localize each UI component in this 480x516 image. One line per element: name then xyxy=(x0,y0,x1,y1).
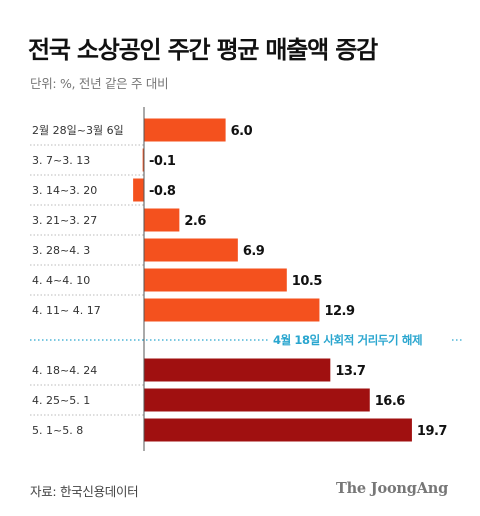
bar xyxy=(144,238,238,262)
bar xyxy=(144,418,412,442)
category-label: 3. 7~3. 13 xyxy=(32,154,90,167)
chart-title: 전국 소상공인 주간 평균 매출액 증감 xyxy=(28,36,378,64)
bar xyxy=(144,268,287,292)
category-label: 3. 21~3. 27 xyxy=(32,214,97,227)
category-label: 3. 14~3. 20 xyxy=(32,184,97,197)
category-label: 4. 11~ 4. 17 xyxy=(32,304,101,317)
value-label: -0.1 xyxy=(149,154,176,169)
value-label: 6.9 xyxy=(243,244,265,259)
value-label: 16.6 xyxy=(375,394,406,409)
category-label: 2월 28일~3월 6일 xyxy=(32,123,124,137)
value-label: 10.5 xyxy=(292,274,323,289)
value-label: -0.8 xyxy=(149,184,176,199)
bar xyxy=(144,298,320,322)
value-label: 19.7 xyxy=(417,424,448,439)
category-label: 3. 28~4. 3 xyxy=(32,244,90,257)
category-label: 5. 1~5. 8 xyxy=(32,424,83,437)
bar xyxy=(144,388,370,412)
bar xyxy=(144,208,180,232)
value-label: 6.0 xyxy=(231,124,253,139)
unit-note: 단위: %, 전년 같은 주 대비 xyxy=(30,76,169,91)
bar xyxy=(144,358,331,382)
category-label: 4. 25~5. 1 xyxy=(32,394,90,407)
value-label: 13.7 xyxy=(335,364,366,379)
source-note: 자료: 한국신용데이터 xyxy=(30,484,139,499)
publisher-logo: The JoongAng xyxy=(336,480,449,497)
annotation-label: 4월 18일 사회적 거리두기 해제 xyxy=(273,333,422,347)
bar xyxy=(142,148,144,172)
value-label: 12.9 xyxy=(324,304,355,319)
value-label: 2.6 xyxy=(184,214,206,229)
category-label: 4. 4~4. 10 xyxy=(32,274,90,287)
bar xyxy=(133,178,144,202)
bar xyxy=(144,118,226,142)
category-label: 4. 18~4. 24 xyxy=(32,364,97,377)
